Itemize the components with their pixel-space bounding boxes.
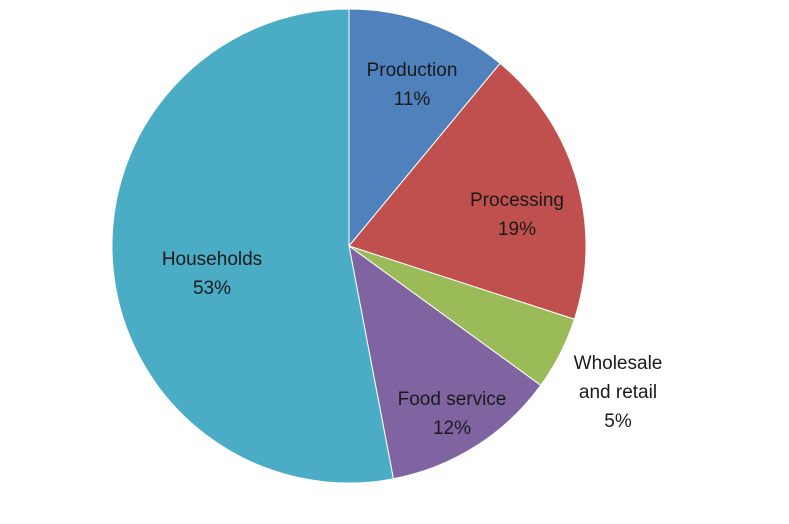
slice-category-label: Food service — [398, 389, 507, 410]
slice-value-label: 53% — [193, 278, 231, 299]
slice-label-food-service: Food service 12% — [398, 389, 507, 439]
slice-category-label: Production — [367, 60, 458, 81]
slice-label-wholesale-and-retail: Wholesale and retail 5% — [574, 353, 663, 432]
pie-slice-households — [111, 8, 394, 484]
slice-category-label: Households — [162, 249, 262, 270]
slice-category-label: Processing — [470, 190, 564, 211]
slice-label-households: Households 53% — [162, 249, 262, 299]
pie-slice-processing — [348, 62, 587, 320]
slice-value-label: 11% — [394, 89, 431, 110]
slice-label-production: Production 11% — [367, 60, 458, 110]
slice-value-label: 12% — [433, 418, 471, 439]
slice-value-label: 19% — [498, 219, 536, 240]
pie-slice-food-service — [348, 244, 542, 480]
slice-value-label: 5% — [604, 411, 632, 432]
slice-label-processing: Processing 19% — [470, 190, 564, 240]
pie-slice-production — [348, 8, 501, 248]
slice-category-label: and retail — [579, 382, 657, 403]
slice-category-label: Wholesale — [574, 353, 663, 374]
